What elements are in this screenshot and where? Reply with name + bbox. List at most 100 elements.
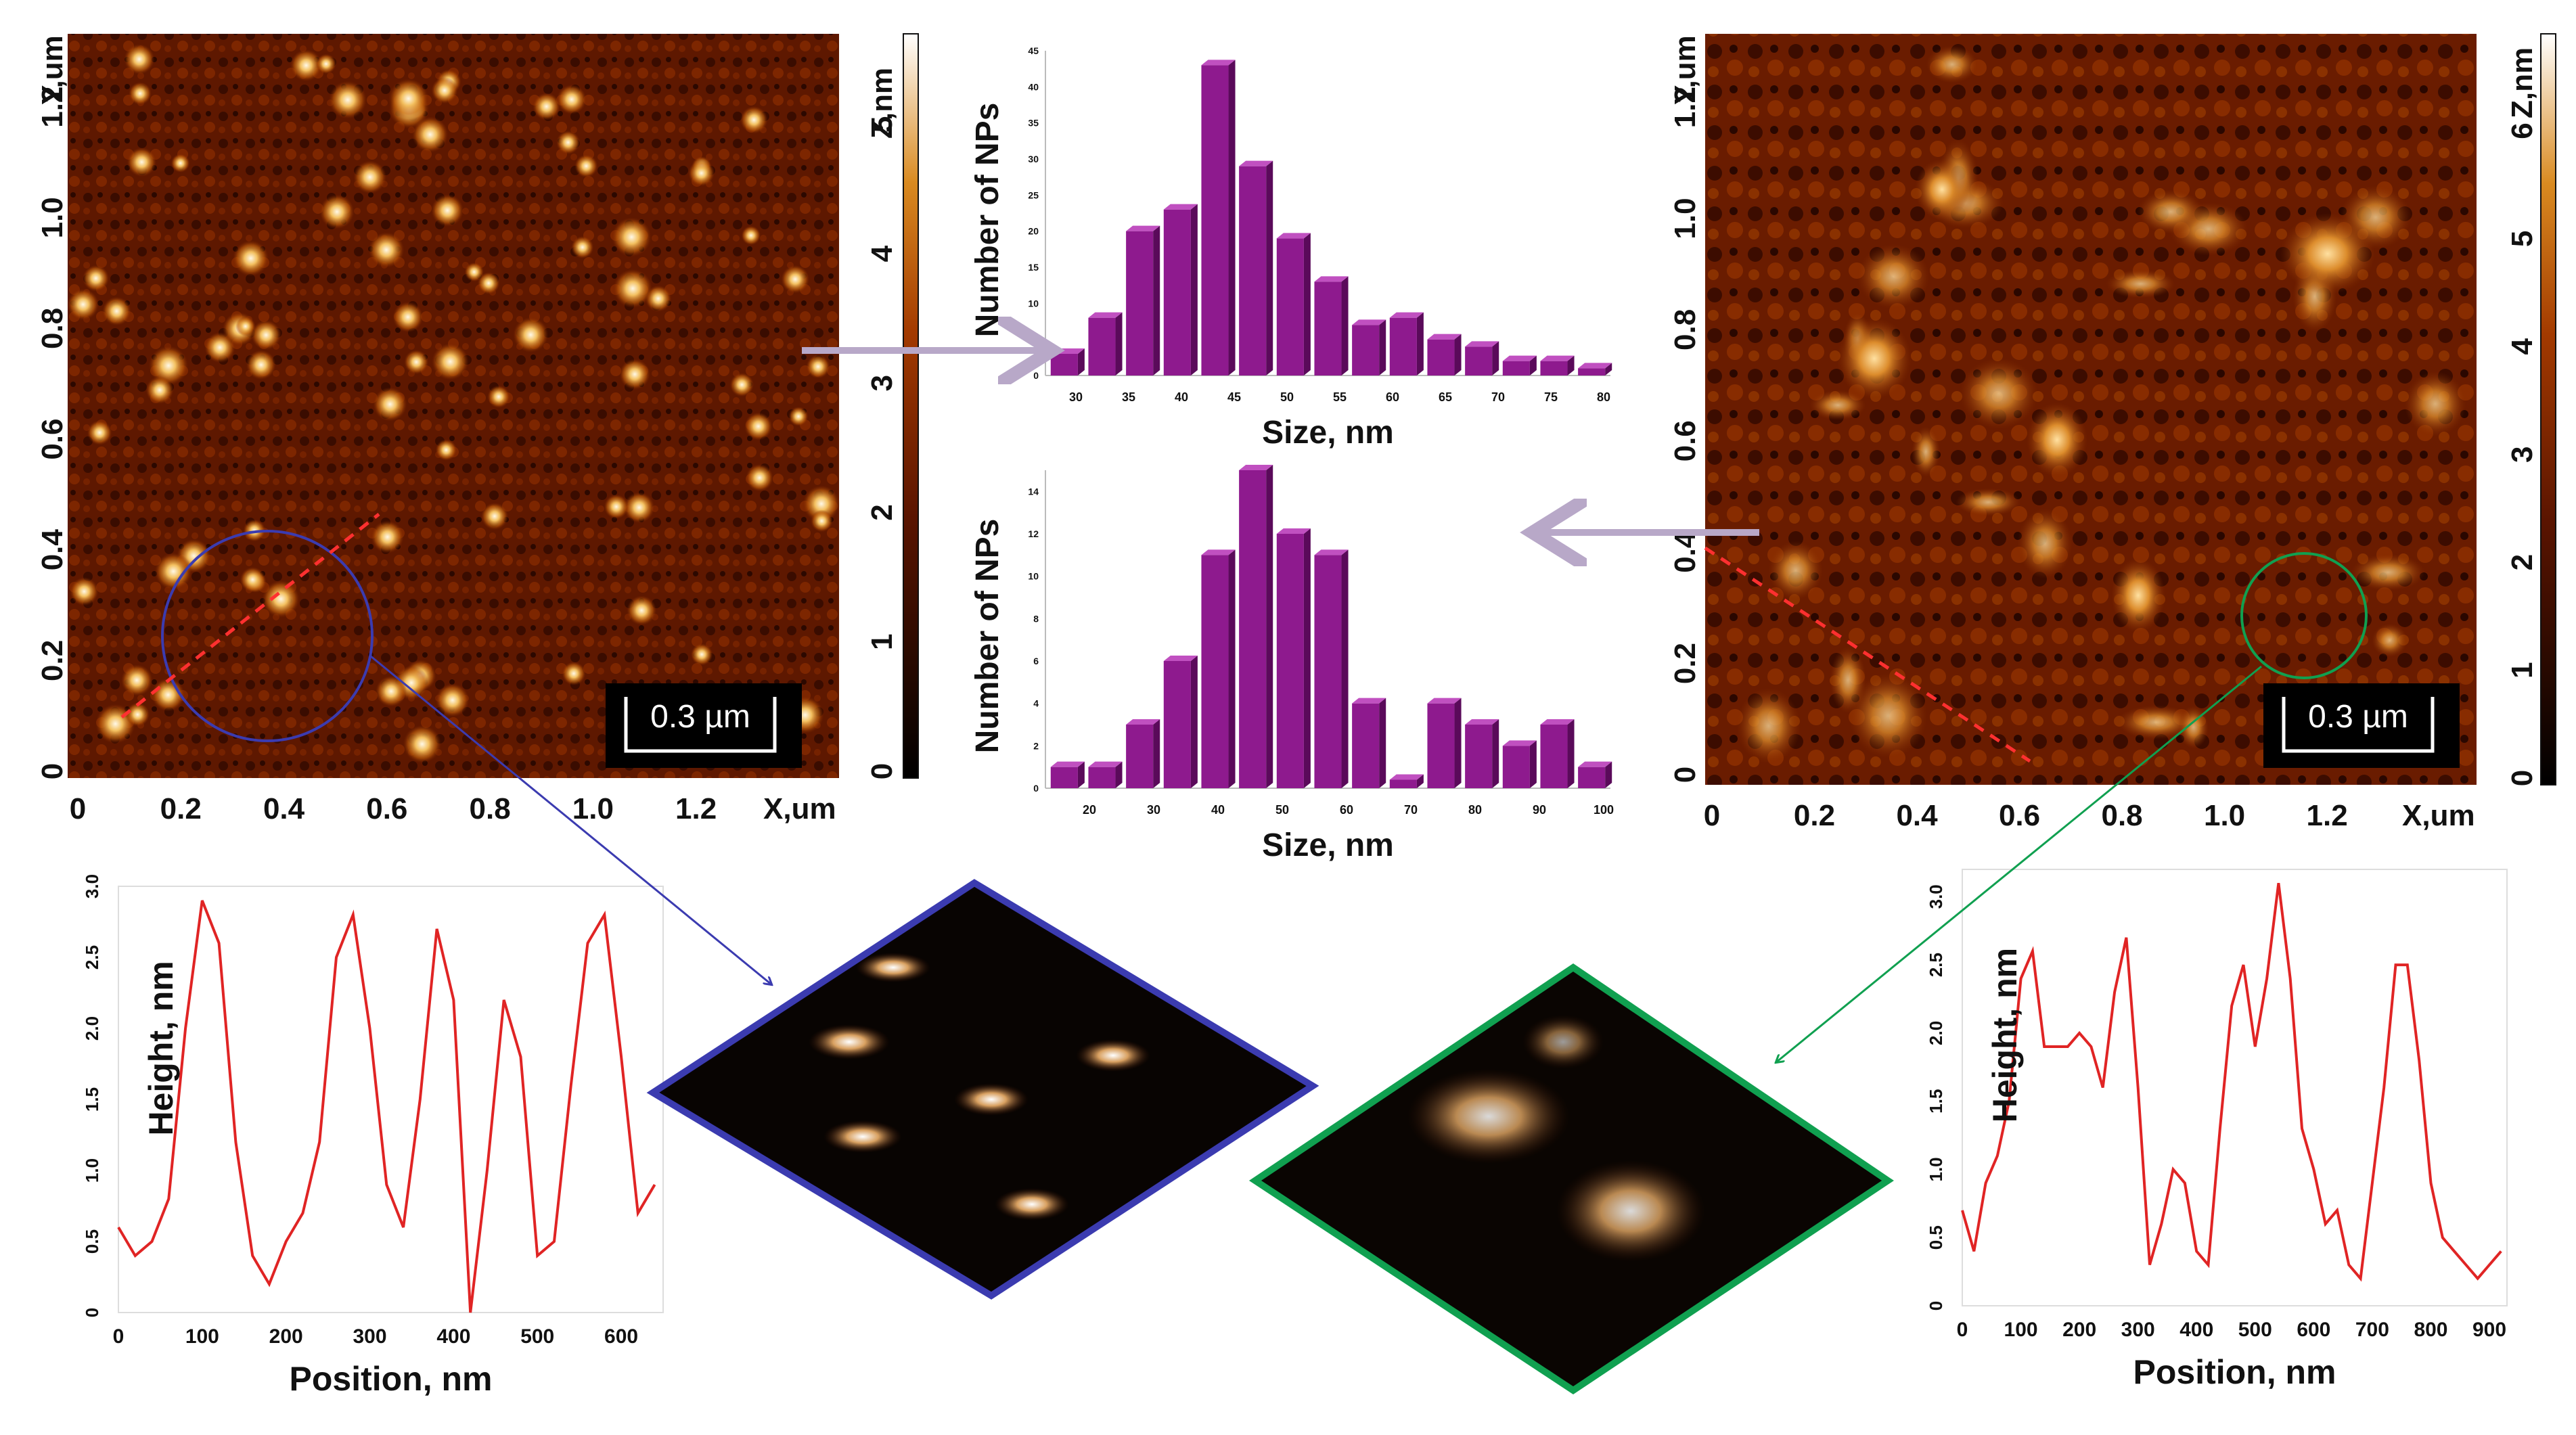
hist-bar — [1239, 470, 1267, 788]
afm-right-particle — [1768, 541, 1823, 600]
hist-bar-side — [1077, 761, 1085, 788]
afm-left-particle — [741, 225, 761, 246]
afm-left-particle — [556, 84, 587, 114]
afm-left-particle — [571, 235, 594, 259]
afm-right-particle — [2017, 508, 2073, 579]
afm-right-particle — [1915, 159, 1969, 220]
hist-bar — [1314, 555, 1342, 788]
afm-right-scalebar-line — [2282, 697, 2435, 753]
afm-left-x-ticks: 0 0.2 0.4 0.6 0.8 1.0 1.2 — [70, 792, 717, 825]
afm-right-panel: 0.3 µm Y,um X,um 0 0.2 0.4 0.6 0.8 1.0 1.2 0 0.… — [1669, 33, 2556, 832]
hist-x-tick-label: 30 — [1147, 803, 1160, 817]
afm-left-particle — [120, 664, 153, 696]
afm-left-particle — [145, 375, 174, 405]
hist-x-tick-label: 40 — [1211, 803, 1225, 817]
hist-y-axis-label: Number of NPs — [970, 103, 1005, 338]
afm-x-tick-label: 1.0 — [572, 792, 614, 825]
afm-left-colorbar — [903, 33, 919, 779]
profile-y-tick-label: 3.0 — [82, 874, 102, 898]
afm-right-particle — [2027, 403, 2087, 477]
afm-3d-right — [1248, 963, 1894, 1394]
hist-bar — [1163, 209, 1191, 375]
afm-right-profile-line — [1704, 546, 2031, 763]
hist-x-tick-label: 60 — [1386, 390, 1399, 404]
profile-x-axis-label: Position, nm — [2133, 1353, 2336, 1391]
afm-right-particle — [1837, 318, 1912, 399]
afm-left-particle — [375, 675, 407, 707]
hist-bar — [1239, 166, 1267, 375]
hist-bar-top — [1540, 719, 1575, 725]
afm-x-tick-label: 0.2 — [1794, 799, 1835, 832]
profile-x-tick-label: 200 — [2062, 1319, 2096, 1341]
afm-z-tick-label: 3 — [2506, 446, 2539, 462]
hist-bar-top — [1389, 312, 1424, 318]
afm-y-tick-label: 0.2 — [36, 640, 69, 681]
hist-bar — [1427, 703, 1455, 788]
hist-y-tick-label: 12 — [1028, 528, 1039, 539]
hist-bar-side — [1266, 465, 1273, 788]
hist-bar-top — [1578, 363, 1612, 369]
hist-x-tick-label: 60 — [1340, 803, 1353, 817]
hist-y-tick-label: 15 — [1028, 262, 1039, 273]
hist-bar — [1352, 703, 1380, 788]
afm-z-tick-label: 2 — [2506, 554, 2539, 570]
afm-left-particle — [810, 509, 833, 532]
hist-bar-top — [1276, 528, 1311, 534]
hist-bar — [1427, 339, 1455, 375]
hist-bar-side — [1115, 312, 1123, 375]
profile-y-axis-label: Height, nm — [142, 961, 180, 1135]
afm-left-particles — [67, 43, 840, 763]
afm-right-colorbar — [2540, 33, 2556, 785]
hist-x-tick-label: 20 — [1083, 803, 1096, 817]
hist-bar-side — [1266, 160, 1273, 375]
hist-bar-side — [1416, 774, 1424, 788]
afm-left-particle — [464, 262, 484, 282]
hist-y-tick-label: 8 — [1033, 613, 1039, 624]
afm-left-particle — [435, 439, 457, 461]
hist-bar — [1540, 725, 1568, 788]
profile-x-tick-label: 0 — [1957, 1319, 1968, 1341]
hist-bar-top — [1465, 719, 1499, 725]
hist-bar — [1389, 779, 1417, 788]
hist-y-tick-label: 10 — [1028, 298, 1039, 309]
hist-bar — [1050, 767, 1078, 788]
hist-y-tick-label: 40 — [1028, 81, 1039, 92]
profile-y-tick-label: 0.5 — [82, 1229, 102, 1254]
profile-x-tick-label: 300 — [353, 1325, 387, 1348]
profile-x-tick-label: 0 — [113, 1325, 125, 1348]
afm-right-particle — [1857, 244, 1930, 309]
afm-left-particle — [240, 566, 266, 593]
hist-bar — [1276, 534, 1304, 788]
profile-x-tick-label: 100 — [185, 1325, 219, 1348]
afm-3d-left-peak — [954, 1083, 1029, 1116]
profile-y-tick-label: 2.5 — [1926, 953, 1946, 977]
hist-bar — [1201, 65, 1229, 375]
hist-y-tick-label: 45 — [1028, 45, 1039, 56]
hist-bar-top — [1352, 319, 1386, 325]
afm-left-particle — [619, 359, 650, 390]
afm-right-y-axis-label: Y,um — [1669, 35, 1702, 105]
hist-bar-side — [1341, 549, 1349, 788]
hist-bar-top — [1465, 341, 1499, 347]
hist-y-tick-label: 6 — [1033, 656, 1039, 666]
afm-y-tick-label: 0.4 — [1669, 531, 1702, 573]
hist-bar-side — [1605, 761, 1612, 788]
afm-right-particle — [2351, 553, 2425, 591]
hist-x-axis-label: Size, nm — [1262, 827, 1394, 863]
hist-bar — [1126, 725, 1154, 788]
afm-left-particle — [67, 288, 99, 321]
afm-left-z-label: Z,nm — [865, 68, 899, 139]
profile-y-tick-label: 1.5 — [1926, 1089, 1946, 1114]
afm-left-selection-circle — [161, 530, 374, 742]
afm-left-particle — [613, 269, 653, 309]
arrow-green-circle-to-3d — [1776, 665, 2262, 1062]
hist-x-tick-label: 35 — [1122, 390, 1135, 404]
hist-x-tick-label: 70 — [1491, 390, 1505, 404]
afm-left-panel: 0.3 µm Y,um X,um 0 0.2 0.4 0.6 0.8 1.0 1.2 0 0.… — [36, 33, 919, 825]
afm-left-particle — [513, 317, 549, 352]
afm-z-tick-label: 2 — [865, 504, 899, 520]
profile-x-tick-label: 400 — [436, 1325, 470, 1348]
hist-y-tick-label: 35 — [1028, 118, 1039, 129]
afm-3d-left-peak — [856, 953, 930, 982]
